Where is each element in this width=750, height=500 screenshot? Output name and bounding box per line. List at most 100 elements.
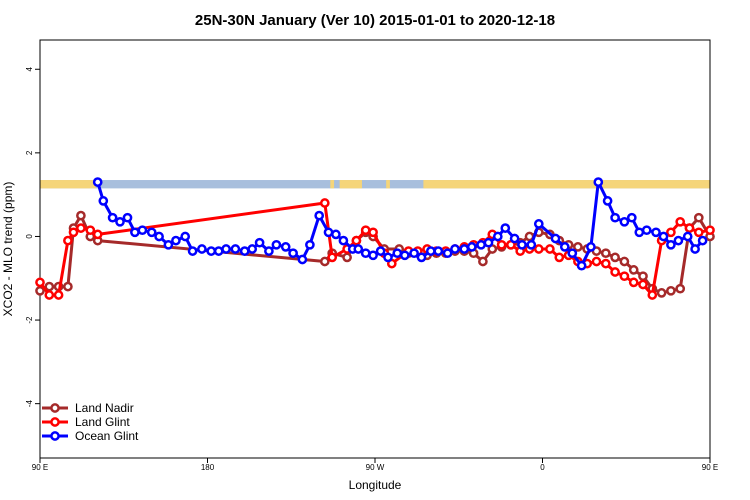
data-point <box>666 285 676 296</box>
data-point <box>230 244 241 254</box>
data-point <box>628 265 639 275</box>
data-point <box>323 227 334 238</box>
data-point <box>92 229 103 240</box>
data-point <box>478 256 488 267</box>
data-point <box>433 246 444 256</box>
data-point <box>409 248 419 259</box>
y-tick-label: 2 <box>25 150 34 155</box>
data-point <box>651 227 661 238</box>
data-point <box>619 216 630 227</box>
data-point <box>600 258 611 269</box>
data-point <box>85 225 96 236</box>
data-point <box>533 219 544 229</box>
data-point <box>53 290 64 300</box>
data-point <box>586 242 596 252</box>
data-point <box>492 231 503 242</box>
land-segment <box>339 180 362 189</box>
data-point <box>675 216 686 227</box>
data-point <box>213 246 224 256</box>
data-point <box>368 227 378 238</box>
series-layer <box>35 177 715 300</box>
data-point <box>107 212 118 223</box>
data-point <box>600 248 611 259</box>
data-point <box>280 242 291 252</box>
data-point <box>610 212 620 223</box>
data-point <box>360 225 371 236</box>
data-point <box>92 177 103 187</box>
data-point <box>338 235 349 246</box>
data-point <box>591 256 602 267</box>
x-tick-label: 180 <box>201 463 215 472</box>
data-point <box>383 252 393 263</box>
x-tick-label: 90 W <box>366 463 385 472</box>
y-axis: -4 -2 0 2 4 <box>25 66 40 407</box>
data-point <box>271 239 282 250</box>
data-point <box>353 244 364 254</box>
data-point <box>658 231 669 242</box>
data-point <box>550 233 561 244</box>
data-point <box>647 290 658 300</box>
legend-label-ocean-glint: Ocean Glint <box>75 429 139 443</box>
y-axis-label: XCO2 - MLO trend (ppm) <box>1 182 15 317</box>
data-point <box>163 239 174 250</box>
data-point <box>638 279 648 290</box>
data-point <box>416 252 427 263</box>
data-point <box>682 231 693 242</box>
data-point <box>673 235 684 246</box>
data-point <box>122 212 133 223</box>
data-point <box>619 271 630 282</box>
data-point <box>573 242 583 252</box>
legend-item-land-nadir: Land Nadir <box>42 401 134 415</box>
legend-label-land-nadir: Land Nadir <box>75 401 134 415</box>
data-point <box>533 244 544 254</box>
data-point <box>115 216 125 227</box>
data-point <box>254 237 265 248</box>
data-point <box>697 235 708 246</box>
data-point <box>690 244 700 254</box>
data-point <box>319 198 330 208</box>
data-point <box>35 277 45 288</box>
data-point <box>483 237 494 248</box>
data-point <box>264 246 274 256</box>
data-point <box>450 244 460 254</box>
data-point <box>206 246 217 256</box>
data-point <box>500 223 511 233</box>
data-point <box>634 227 645 238</box>
data-point <box>602 196 613 206</box>
data-point <box>554 252 565 263</box>
data-point <box>146 227 157 238</box>
legend-item-land-glint: Land Glint <box>42 415 130 429</box>
data-point <box>76 223 86 233</box>
data-point <box>476 239 486 250</box>
data-point <box>459 244 470 254</box>
landmask-strip <box>40 180 710 189</box>
data-point <box>68 227 79 238</box>
data-point <box>705 225 715 236</box>
data-point <box>331 229 341 240</box>
land-segment <box>40 180 96 189</box>
data-point <box>319 256 330 267</box>
x-tick-label: 0 <box>540 463 545 472</box>
legend-marker-land-nadir <box>50 403 60 413</box>
data-point <box>360 248 371 259</box>
data-point <box>693 227 704 238</box>
data-point <box>327 252 338 263</box>
y-tick-label: 4 <box>25 66 34 71</box>
data-point <box>593 177 604 187</box>
data-point <box>526 239 537 250</box>
y-tick-label: -4 <box>25 400 34 408</box>
chart-title: 25N-30N January (Ver 10) 2015-01-01 to 2… <box>195 12 555 29</box>
x-axis-label: Longitude <box>349 478 402 492</box>
data-point <box>666 239 676 250</box>
data-point <box>641 225 652 236</box>
data-point <box>619 256 630 267</box>
data-point <box>154 231 164 242</box>
data-point <box>342 252 352 263</box>
data-point <box>375 246 386 256</box>
data-point <box>559 242 570 252</box>
data-point <box>63 235 73 246</box>
land-segment <box>330 180 335 189</box>
data-point <box>496 239 507 250</box>
x-tick-label: 90 E <box>702 463 718 472</box>
